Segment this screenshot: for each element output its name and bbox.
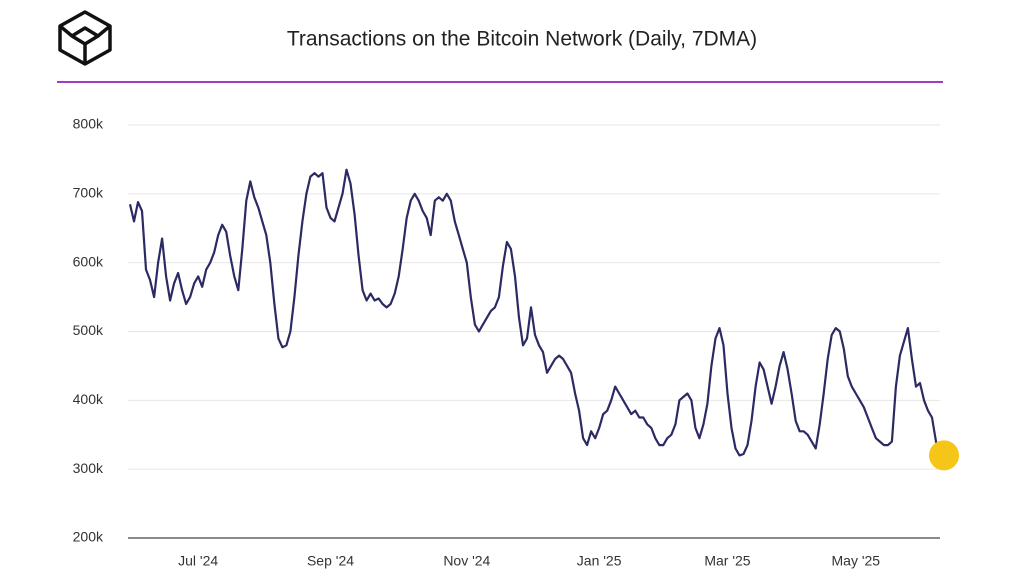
y-tick-label: 300k [73, 460, 104, 476]
chart-title: Transactions on the Bitcoin Network (Dai… [287, 28, 757, 51]
y-tick-label: 600k [73, 253, 104, 269]
y-tick-label: 500k [73, 322, 104, 338]
y-tick-label: 200k [73, 529, 104, 545]
y-tick-label: 800k [73, 116, 104, 132]
line [128, 168, 942, 457]
logo [58, 10, 112, 66]
x-tick-label: Nov '24 [443, 553, 490, 569]
x-tick-label: Mar '25 [704, 553, 750, 569]
last-point-marker [929, 440, 960, 471]
y-tick-label: 700k [73, 185, 104, 201]
x-tick-label: Jul '24 [178, 553, 218, 569]
x-tick-label: May '25 [832, 553, 881, 569]
y-tick-label: 400k [73, 391, 104, 407]
x-tick-label: Jan '25 [577, 553, 622, 569]
x-tick-label: Sep '24 [307, 553, 354, 569]
